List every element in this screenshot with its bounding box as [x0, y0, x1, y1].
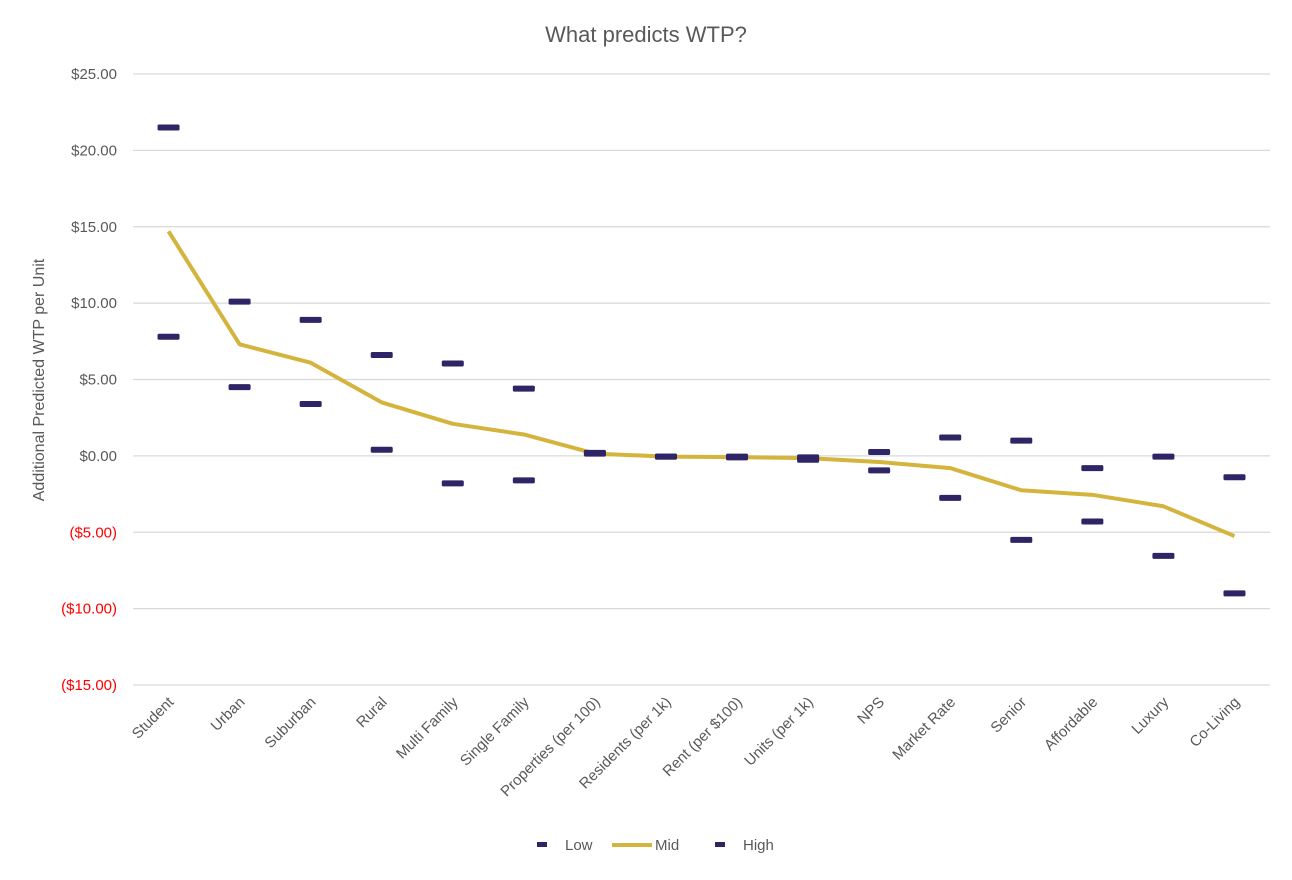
- marker-high: [1081, 465, 1104, 472]
- marker-high: [512, 385, 535, 392]
- y-tick-label: $10.00: [71, 295, 117, 312]
- x-tick-label: Units (per 1k): [741, 694, 817, 770]
- marker-high: [1223, 474, 1246, 481]
- y-tick-label: ($10.00): [61, 601, 117, 618]
- x-tick-label: Market Rate: [889, 694, 959, 764]
- y-tick-label: $0.00: [79, 448, 117, 465]
- x-tick-label: Urban: [208, 694, 249, 735]
- series-line-mid: [166, 230, 1236, 538]
- x-tick-label: Multi Family: [393, 693, 462, 762]
- marker-high: [1152, 453, 1175, 460]
- legend-label: Low: [565, 837, 593, 854]
- x-tick-label: Affordable: [1041, 694, 1101, 754]
- marker-low: [939, 494, 962, 501]
- marker-low: [441, 480, 464, 487]
- marker-low: [228, 384, 251, 391]
- chart-title: What predicts WTP?: [545, 22, 747, 47]
- marker-low: [1152, 552, 1175, 559]
- marker-high: [441, 360, 464, 367]
- legend-swatch-low: [537, 842, 547, 847]
- marker-low: [1010, 536, 1033, 543]
- x-tick-label: NPS: [854, 694, 888, 728]
- x-tick-label: Luxury: [1128, 693, 1172, 737]
- marker-high: [1010, 437, 1033, 444]
- y-tick-label: $25.00: [71, 66, 117, 83]
- x-tick-label: Student: [129, 693, 178, 742]
- marker-high: [726, 453, 749, 460]
- marker-high: [797, 454, 820, 461]
- marker-high: [228, 298, 251, 305]
- legend-label: Mid: [655, 837, 679, 854]
- marker-high: [370, 352, 393, 359]
- marker-low: [512, 477, 535, 484]
- marker-low: [299, 400, 322, 407]
- legend-swatch-high: [715, 842, 725, 847]
- marker-high: [939, 434, 962, 441]
- x-tick-label: Suburban: [261, 694, 319, 752]
- marker-low: [370, 446, 393, 453]
- marker-high: [157, 124, 180, 131]
- x-tick-label: Senior: [987, 694, 1030, 737]
- x-tick-label: Rural: [353, 694, 390, 731]
- marker-low: [1223, 590, 1246, 597]
- y-tick-label: $20.00: [71, 142, 117, 159]
- marker-high: [583, 449, 606, 456]
- marker-high: [868, 449, 891, 456]
- legend-label: High: [743, 837, 774, 854]
- y-tick-label: $15.00: [71, 219, 117, 236]
- x-tick-label: Single Family: [457, 693, 533, 769]
- y-tick-label: ($15.00): [61, 677, 117, 694]
- y-tick-label: $5.00: [79, 372, 117, 389]
- marker-high: [299, 316, 322, 323]
- marker-low: [157, 333, 180, 340]
- marker-high: [654, 453, 677, 460]
- y-axis-label: Additional Predicted WTP per Unit: [31, 258, 48, 501]
- x-tick-label: Co-Living: [1186, 694, 1243, 751]
- marker-low: [868, 467, 891, 474]
- marker-low: [1081, 518, 1104, 525]
- y-tick-label: ($5.00): [69, 524, 117, 541]
